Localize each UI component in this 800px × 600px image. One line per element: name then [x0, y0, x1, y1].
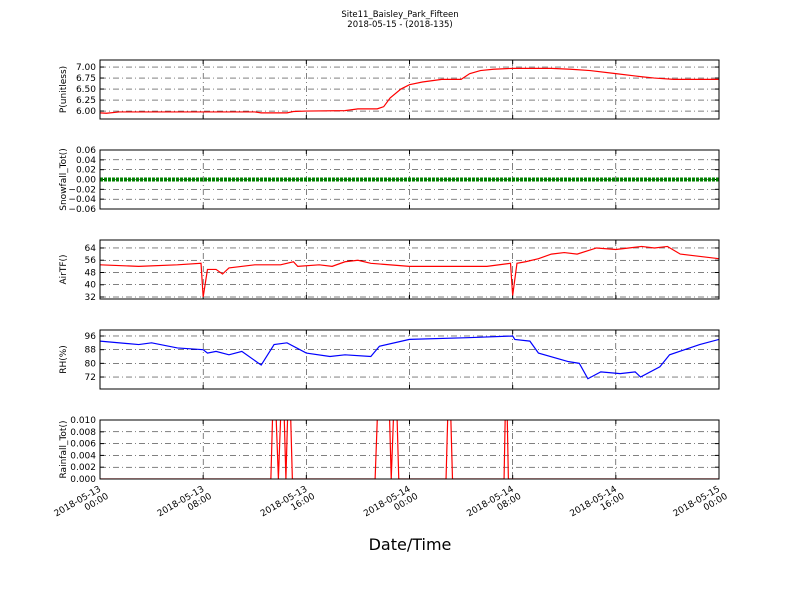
y-tick-label: 7.00 — [76, 63, 96, 73]
y-axis-title: P(unitless) — [59, 66, 69, 113]
plot-frame — [99, 149, 720, 210]
y-tick-label: 6.50 — [76, 85, 96, 95]
y-tick-label: 0.004 — [70, 451, 96, 461]
y-tick-label: 0.008 — [70, 428, 96, 438]
y-tick-label: 6.00 — [76, 107, 96, 117]
y-tick-label: 32 — [85, 293, 96, 303]
y-axis-title: Rainfall_Tot() — [59, 421, 69, 479]
y-axis-title: RH(%) — [59, 345, 69, 374]
y-tick-label: 0.06 — [76, 146, 96, 156]
y-tick-label: 56 — [85, 256, 97, 266]
series-line — [100, 245, 719, 298]
y-tick-label: 64 — [85, 244, 97, 254]
plot-frame — [99, 59, 720, 120]
panel: 6.006.256.506.757.00 P(unitless) — [59, 59, 720, 120]
panel: −0.06−0.04−0.020.000.020.040.06 Snowfall_… — [59, 146, 720, 215]
y-tick-label: 88 — [85, 346, 97, 356]
y-tick-label: −0.04 — [68, 195, 96, 205]
y-tick-label: −0.06 — [68, 205, 96, 215]
panel: 72 80 88 96 RH(%) — [59, 329, 720, 390]
plot-frame — [99, 239, 720, 300]
chart-title: Site11_Baisley_Park_Fifteen — [341, 10, 458, 20]
y-tick-label: −0.02 — [68, 185, 96, 195]
x-tick-label: 2018-05-1408:00 — [465, 483, 523, 528]
y-tick-label: 0.00 — [76, 176, 96, 186]
series-line — [100, 335, 719, 380]
chart-subtitle: 2018-05-15 - (2018-135) — [347, 20, 452, 30]
y-axis-title: Snowfall_Tot() — [59, 148, 69, 211]
x-tick-label: 2018-05-1400:00 — [362, 483, 420, 528]
plot-frame — [99, 329, 720, 390]
y-tick-label: 0.010 — [70, 416, 96, 426]
x-tick-label: 2018-05-1308:00 — [156, 483, 214, 528]
panel: 32 40 48 56 64 AirTF() — [59, 239, 720, 303]
y-tick-label: 72 — [85, 373, 96, 383]
y-tick-label: 96 — [85, 332, 97, 342]
x-tick-label: 2018-05-1300:00 — [53, 483, 111, 528]
y-tick-label: 0.04 — [76, 156, 96, 166]
x-tick-label: 2018-05-1500:00 — [672, 483, 730, 528]
x-axis-title: Date/Time — [369, 535, 452, 554]
series-line — [100, 67, 719, 114]
y-tick-label: 0.002 — [70, 463, 96, 473]
y-tick-label: 0.006 — [70, 440, 96, 450]
y-axis-title: AirTF() — [59, 254, 69, 284]
plot-frame — [99, 419, 720, 480]
y-tick-label: 6.25 — [76, 96, 96, 106]
y-tick-label: 48 — [85, 268, 97, 278]
y-tick-label: 80 — [85, 359, 97, 369]
x-tick-label: 2018-05-1316:00 — [259, 483, 317, 528]
x-tick-label: 2018-05-1416:00 — [569, 483, 627, 528]
y-tick-label: 0.02 — [76, 166, 96, 176]
y-tick-label: 6.75 — [76, 74, 96, 84]
y-tick-label: 0.000 — [70, 475, 96, 485]
y-tick-label: 40 — [85, 281, 97, 291]
